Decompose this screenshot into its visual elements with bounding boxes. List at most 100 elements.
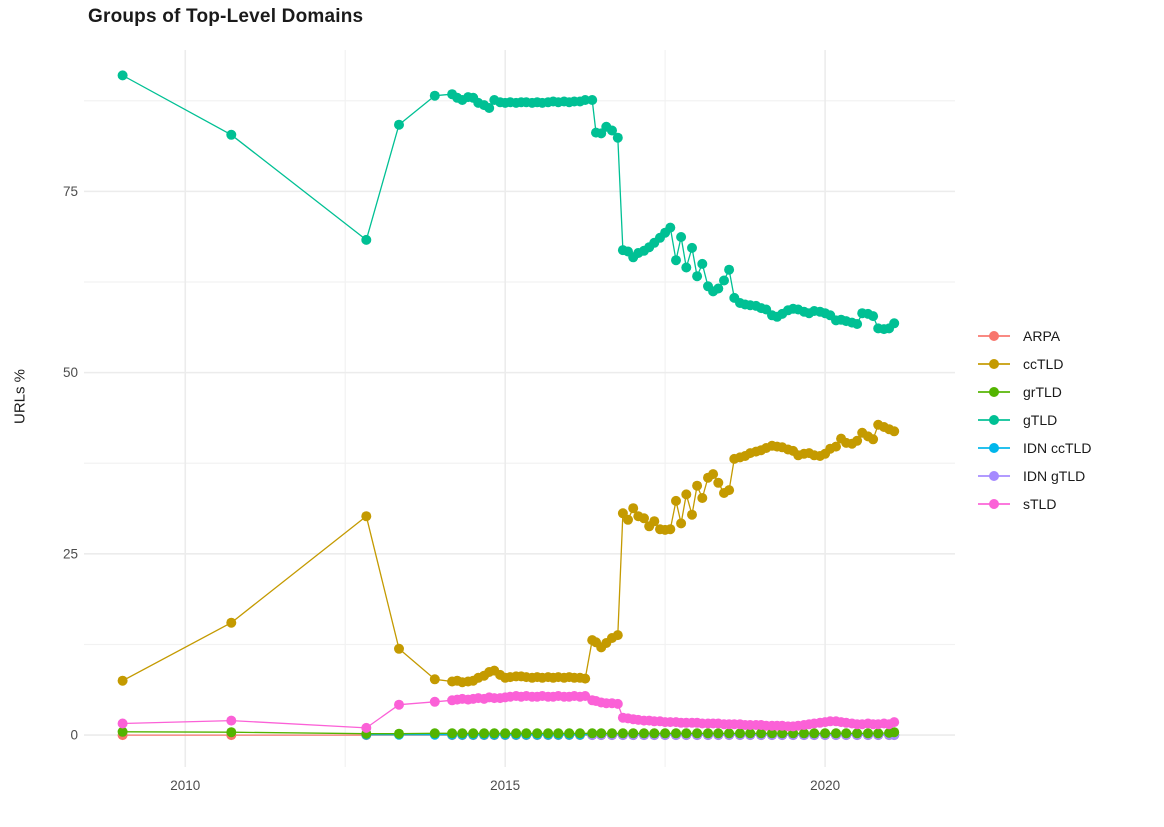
data-point — [361, 722, 372, 733]
data-point — [831, 441, 841, 452]
data-point — [457, 728, 468, 739]
data-point — [649, 728, 660, 739]
data-point — [873, 728, 884, 739]
data-point — [639, 513, 649, 524]
data-point — [543, 728, 554, 739]
data-point — [671, 495, 681, 506]
data-point — [852, 435, 863, 446]
data-point — [532, 728, 543, 739]
data-point — [665, 524, 676, 535]
legend-key-dot — [989, 499, 999, 509]
legend-key-icon — [978, 385, 1010, 399]
x-tick-label: 2020 — [810, 778, 840, 793]
data-point — [394, 699, 404, 710]
legend-key-dot — [989, 359, 999, 369]
data-point — [587, 95, 598, 105]
data-point — [489, 728, 500, 739]
legend-key-dot — [989, 387, 999, 397]
data-point — [852, 728, 863, 739]
data-point — [665, 222, 676, 233]
data-point — [580, 673, 591, 684]
legend-key-icon — [978, 413, 1010, 427]
data-point — [612, 132, 623, 143]
data-point — [649, 516, 660, 527]
data-point — [735, 728, 745, 739]
legend-key-icon — [978, 357, 1010, 371]
data-point — [767, 728, 777, 739]
data-point — [484, 103, 495, 113]
data-point — [671, 728, 681, 739]
data-point — [361, 234, 372, 245]
data-point — [852, 319, 863, 329]
y-tick-label: 0 — [70, 728, 78, 743]
data-point — [117, 726, 128, 737]
data-point — [889, 318, 900, 329]
data-point — [724, 264, 735, 275]
data-point — [697, 493, 708, 503]
data-point — [226, 715, 237, 726]
data-point — [703, 728, 713, 739]
y-tick-label: 75 — [63, 184, 78, 199]
data-point — [692, 271, 703, 282]
data-point — [788, 728, 799, 739]
data-point — [479, 728, 490, 739]
data-point — [724, 728, 735, 739]
data-point — [553, 728, 564, 739]
data-point — [394, 643, 404, 654]
x-tick-label: 2010 — [170, 778, 200, 793]
data-point — [809, 728, 820, 739]
legend-key-icon — [978, 497, 1010, 511]
data-point — [394, 119, 404, 130]
data-point — [841, 728, 852, 739]
gridlines — [84, 50, 955, 767]
legend-key-dot — [989, 415, 999, 425]
data-point — [676, 518, 687, 529]
data-point — [447, 728, 458, 739]
legend-item-label: ccTLD — [1023, 356, 1064, 372]
legend-item: IDN gTLD — [978, 462, 1091, 490]
legend-key-icon — [978, 441, 1010, 455]
data-point — [617, 728, 628, 739]
data-point — [889, 727, 900, 738]
data-point — [500, 728, 511, 739]
data-point — [660, 728, 671, 739]
data-point — [745, 728, 756, 739]
data-point — [429, 90, 440, 101]
legend-item-label: ARPA — [1023, 328, 1061, 344]
data-point — [687, 509, 697, 520]
data-point — [687, 242, 697, 253]
data-point — [429, 728, 440, 739]
data-point — [612, 630, 623, 641]
data-point — [587, 728, 598, 739]
legend-item-label: gTLD — [1023, 412, 1058, 428]
data-point — [820, 728, 831, 739]
data-point — [863, 728, 873, 739]
data-point — [692, 480, 703, 491]
data-point — [671, 255, 681, 266]
data-point — [889, 717, 900, 728]
x-tick-label: 2015 — [490, 778, 520, 793]
data-point — [777, 728, 788, 739]
legend-key-dot — [989, 471, 999, 481]
legend-item: ARPA — [978, 322, 1091, 350]
data-point — [628, 728, 639, 739]
data-point — [831, 728, 841, 739]
series-line — [122, 74, 895, 330]
legend: ARPA ccTLD grTLD gTLD IDN ccTLD IDN gTLD sTLD — [978, 322, 1091, 518]
data-point — [628, 503, 639, 514]
data-point — [521, 728, 532, 739]
legend-key-icon — [978, 469, 1010, 483]
data-point — [719, 275, 729, 286]
data-point — [868, 434, 879, 445]
data-point — [724, 485, 735, 496]
series-sTLD — [117, 691, 900, 733]
y-tick-label: 25 — [63, 546, 78, 561]
legend-item: gTLD — [978, 406, 1091, 434]
data-point — [713, 283, 724, 294]
data-point — [580, 95, 591, 105]
axis-labels: 2010 2015 2020 0 25 50 75 — [63, 184, 840, 793]
legend-item-label: sTLD — [1023, 496, 1057, 512]
data-point — [681, 262, 692, 273]
data-point — [639, 728, 649, 739]
